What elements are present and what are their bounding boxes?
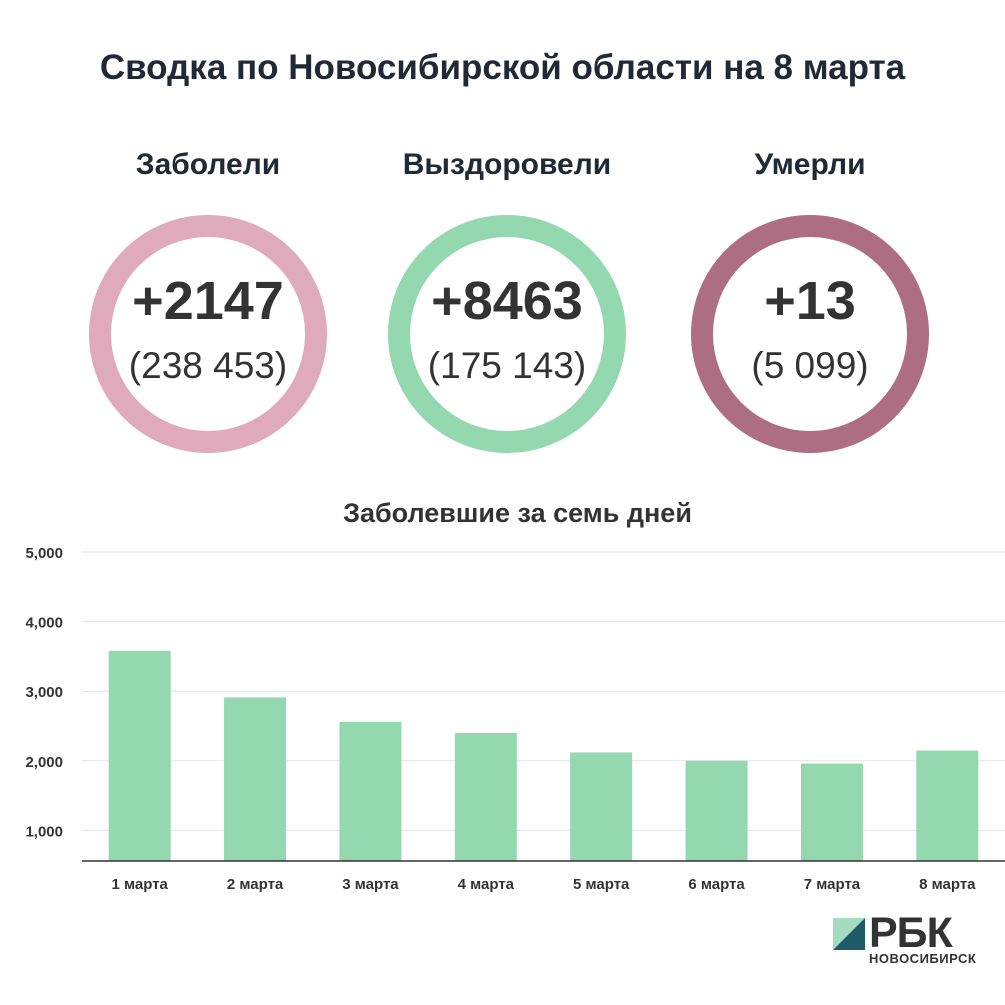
logo-word: РБК [869,909,953,957]
bar [224,697,287,861]
bar [685,760,748,861]
page-title: Сводка по Новосибирской области на 8 мар… [99,48,906,87]
x-tick-label: 4 марта [458,876,515,893]
stat-delta: +13 [764,271,856,331]
bar-chart: 1,000 2,000 3,000 4,000 5,000 1 марта 2 марта 3… [25,545,1005,893]
bar [339,721,402,861]
stat-deaths: Умерли +13 (5 099) [680,145,940,453]
y-tick-label: 5,000 [25,545,63,562]
chart-title: Заболевшие за семь дней [343,498,692,528]
rbc-logo: РБК НОВОСИБИРСК [833,909,998,975]
x-tick-label: 6 марта [688,876,745,893]
y-tick-label: 4,000 [25,615,63,632]
stat-infected: Заболели +2147 (238 453) [78,145,338,453]
stat-total: (238 453) [128,345,288,386]
y-tick-label: 3,000 [25,684,63,701]
x-tick-label: 5 марта [573,876,630,893]
x-tick-label: 3 марта [342,876,399,893]
infected-ring [89,215,327,453]
stat-total: (175 143) [427,345,587,386]
deaths-ring [691,215,929,453]
x-tick-label: 2 марта [227,876,284,893]
stat-recovered: Выздоровели +8463 (175 143) [377,145,637,453]
x-tick-label: 8 марта [919,876,976,893]
stat-delta: +2147 [132,271,284,331]
y-tick-label: 1,000 [25,823,63,840]
logo-subtitle: НОВОСИБИРСК [869,951,977,966]
bar [916,750,979,861]
stat-label: Заболели [135,148,281,181]
bar [108,650,171,861]
y-tick-label: 2,000 [25,754,63,771]
stat-delta: +8463 [431,271,583,331]
stat-label: Выздоровели [402,148,612,181]
bar [454,732,517,861]
x-tick-label: 7 марта [804,876,861,893]
recovered-ring [388,215,626,453]
x-tick-label: 1 марта [111,876,168,893]
stat-label: Умерли [754,148,866,181]
bar [570,752,633,861]
stat-total: (5 099) [751,345,869,386]
rbc-logo-mark-icon [833,918,865,950]
bar [800,763,863,861]
